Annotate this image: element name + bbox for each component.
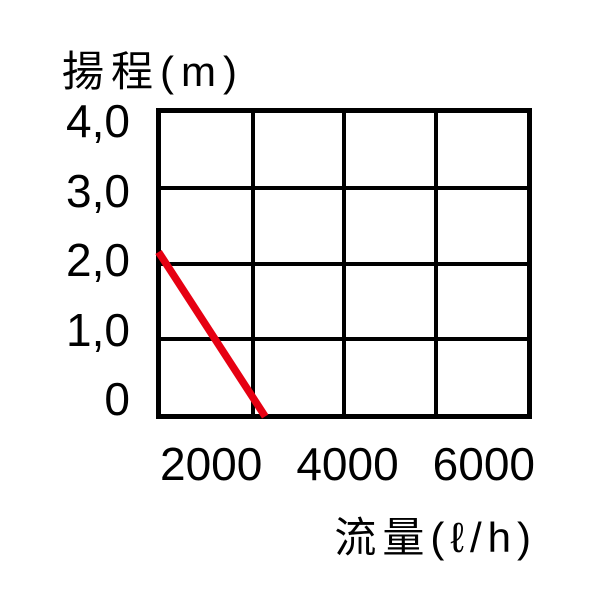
y-axis-tick-labels: 4,0 3,0 2,0 1,0 0 — [28, 95, 130, 425]
gridline-horizontal — [161, 261, 527, 266]
pump-curve-line — [155, 249, 269, 419]
x-axis-title: 流量(ℓ/h) — [334, 514, 537, 561]
gridline-horizontal — [161, 186, 527, 191]
y-tick-label: 4,0 — [66, 95, 130, 147]
pump-curve-line-svg — [155, 249, 269, 419]
plot-area — [155, 108, 532, 419]
y-tick-label: 0 — [104, 373, 130, 425]
x-axis-tick-labels: 2000 4000 6000 — [160, 441, 535, 487]
y-axis-title: 揚程(m) — [62, 48, 244, 95]
x-tick-label: 6000 — [432, 438, 535, 490]
y-tick-label: 3,0 — [66, 164, 130, 217]
x-tick-label: 4000 — [296, 438, 399, 490]
y-tick-label: 2,0 — [66, 234, 130, 286]
x-tick-label: 2000 — [160, 438, 263, 490]
gridline-horizontal — [161, 336, 527, 341]
y-tick-label: 1,0 — [66, 303, 130, 356]
